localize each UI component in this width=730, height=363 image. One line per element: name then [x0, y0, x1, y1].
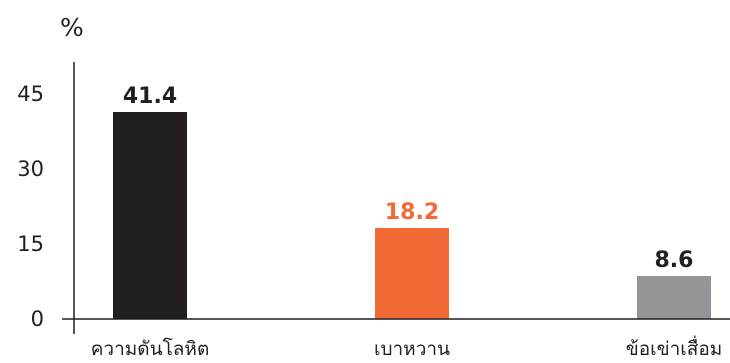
y-axis-ticks: 0 15 30 45: [17, 82, 44, 331]
value-label: 8.6: [655, 248, 694, 273]
category-labels: ความดันโลหิต เบาหวาน ข้อเข่าเสื่อม: [91, 335, 723, 360]
bar: [113, 112, 187, 319]
bar: [637, 276, 711, 319]
category-label: ความดันโลหิต: [91, 337, 210, 360]
bars: [113, 112, 711, 319]
value-label: 18.2: [385, 200, 439, 225]
y-axis-unit-label: %: [60, 13, 84, 42]
y-tick-label: 30: [17, 157, 44, 181]
bar: [375, 228, 449, 319]
value-label: 41.4: [123, 84, 177, 109]
y-tick-label: 0: [31, 307, 44, 331]
y-tick-label: 45: [17, 82, 44, 106]
y-tick-label: 15: [17, 232, 44, 256]
value-labels: 41.4 18.2 8.6: [123, 84, 694, 273]
category-label: เบาหวาน: [374, 338, 450, 360]
category-label: ข้อเข่าเสื่อม: [626, 335, 723, 360]
